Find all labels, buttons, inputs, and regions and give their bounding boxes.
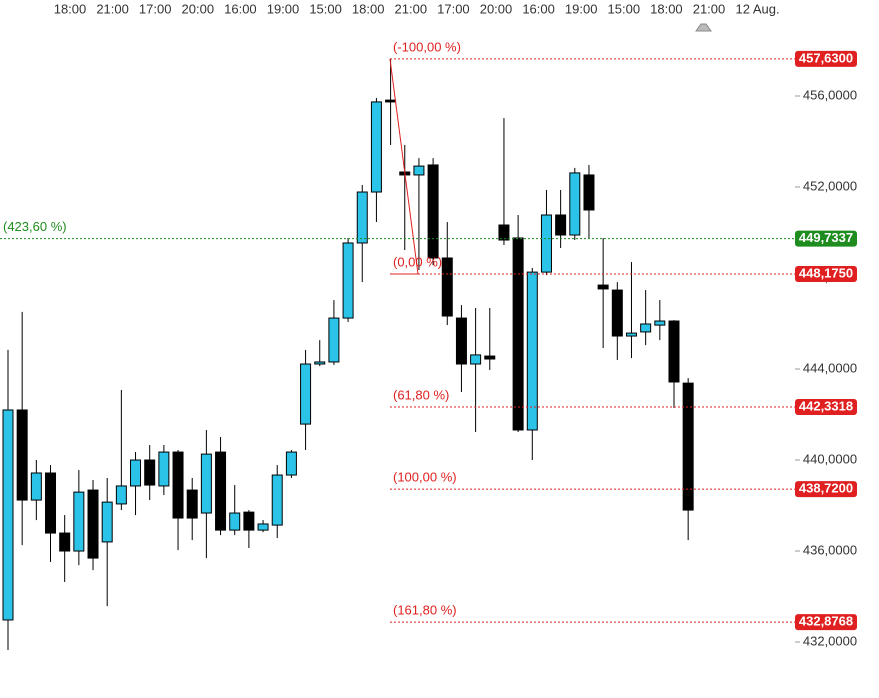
price-box-label: 457,6300 xyxy=(799,50,853,65)
x-tick-label: 12 Aug. xyxy=(736,1,780,16)
y-tick-label: 440,0000 xyxy=(803,451,857,466)
x-tick-label: 21:00 xyxy=(395,1,428,16)
level-label: (100,00 %) xyxy=(393,470,457,485)
candle-body xyxy=(115,485,127,505)
candle-body xyxy=(597,284,609,290)
candle-body xyxy=(668,320,680,383)
x-tick-label: 17:00 xyxy=(437,1,470,16)
level-label: (-100,00 %) xyxy=(393,39,461,54)
candle-body xyxy=(569,172,581,236)
price-box-label: 442,3318 xyxy=(799,398,853,413)
candle-body xyxy=(130,459,142,487)
candle-body xyxy=(2,409,14,621)
candle-body xyxy=(328,317,340,363)
candle-body xyxy=(555,214,567,236)
candle-body xyxy=(540,214,552,273)
x-tick-label: 16:00 xyxy=(224,1,257,16)
x-tick-label: 18:00 xyxy=(54,1,87,16)
candle-body xyxy=(370,101,382,193)
price-box xyxy=(795,614,857,631)
x-tick-label: 18:00 xyxy=(650,1,683,16)
candle-body xyxy=(215,451,227,531)
price-box-label: 449,7337 xyxy=(799,230,853,245)
x-tick-label: 19:00 xyxy=(267,1,300,16)
candle-body xyxy=(300,363,312,425)
price-box xyxy=(795,266,857,283)
x-tick-label: 20:00 xyxy=(182,1,215,16)
y-tick-label: 452,0000 xyxy=(803,178,857,193)
x-tick-label: 15:00 xyxy=(608,1,641,16)
x-tick-label: 16:00 xyxy=(522,1,555,16)
candle-body xyxy=(413,165,425,176)
x-tick-label: 15:00 xyxy=(309,1,342,16)
x-tick-label: 21:00 xyxy=(96,1,129,16)
candle-body xyxy=(441,257,453,317)
x-tick-label: 17:00 xyxy=(139,1,172,16)
candle-body xyxy=(271,474,283,526)
candle-body xyxy=(356,191,368,244)
level-label: (61,80 %) xyxy=(393,387,449,402)
candle-body xyxy=(285,451,297,476)
y-tick-label: 444,0000 xyxy=(803,360,857,375)
x-tick-label: 20:00 xyxy=(480,1,513,16)
candle-body xyxy=(101,501,113,543)
price-box-label: 448,1750 xyxy=(799,265,853,280)
candle-body xyxy=(243,511,255,531)
candle-body xyxy=(186,489,198,519)
y-tick-label: 436,0000 xyxy=(803,542,857,557)
candle-body xyxy=(257,523,269,531)
price-box xyxy=(795,481,857,498)
candle-body xyxy=(158,451,170,487)
candle-body xyxy=(385,99,397,103)
x-tick-label: 18:00 xyxy=(352,1,385,16)
price-box xyxy=(795,398,857,415)
candle-body xyxy=(87,489,99,559)
price-box-label: 438,7200 xyxy=(799,481,853,496)
candle-body xyxy=(498,224,510,241)
candle-body xyxy=(73,491,85,552)
candle-body xyxy=(583,174,595,211)
candle-body xyxy=(59,532,71,552)
candle-body xyxy=(682,382,694,511)
x-tick-label: 21:00 xyxy=(693,1,726,16)
level-label: (423,60 %) xyxy=(3,219,67,234)
scroll-marker[interactable] xyxy=(695,23,712,32)
level-label: (0,00 %) xyxy=(393,254,442,269)
y-tick-label: 456,0000 xyxy=(803,87,857,102)
candle-body xyxy=(30,472,42,501)
candle-body xyxy=(654,320,666,326)
candle-body xyxy=(484,355,496,360)
candle-body xyxy=(640,323,652,333)
candle-body xyxy=(144,459,156,486)
price-box xyxy=(795,230,857,247)
candle-body xyxy=(470,354,482,365)
candle-body xyxy=(45,472,57,534)
candle-body xyxy=(342,242,354,319)
candle-body xyxy=(172,451,184,519)
candle-body xyxy=(526,271,538,431)
price-box-label: 432,8768 xyxy=(799,614,853,629)
level-label: (161,80 %) xyxy=(393,603,457,618)
candle-body xyxy=(16,409,28,501)
candle-body xyxy=(611,289,623,337)
candle-body xyxy=(455,317,467,365)
candle-body xyxy=(229,512,241,531)
x-tick-label: 19:00 xyxy=(565,1,598,16)
candle-body xyxy=(625,332,637,337)
price-box xyxy=(795,50,857,67)
y-tick-label: 432,0000 xyxy=(803,633,857,648)
candle-body xyxy=(512,237,524,431)
candle-body xyxy=(427,164,439,259)
candle-body xyxy=(200,453,212,514)
candle-body xyxy=(314,361,326,365)
